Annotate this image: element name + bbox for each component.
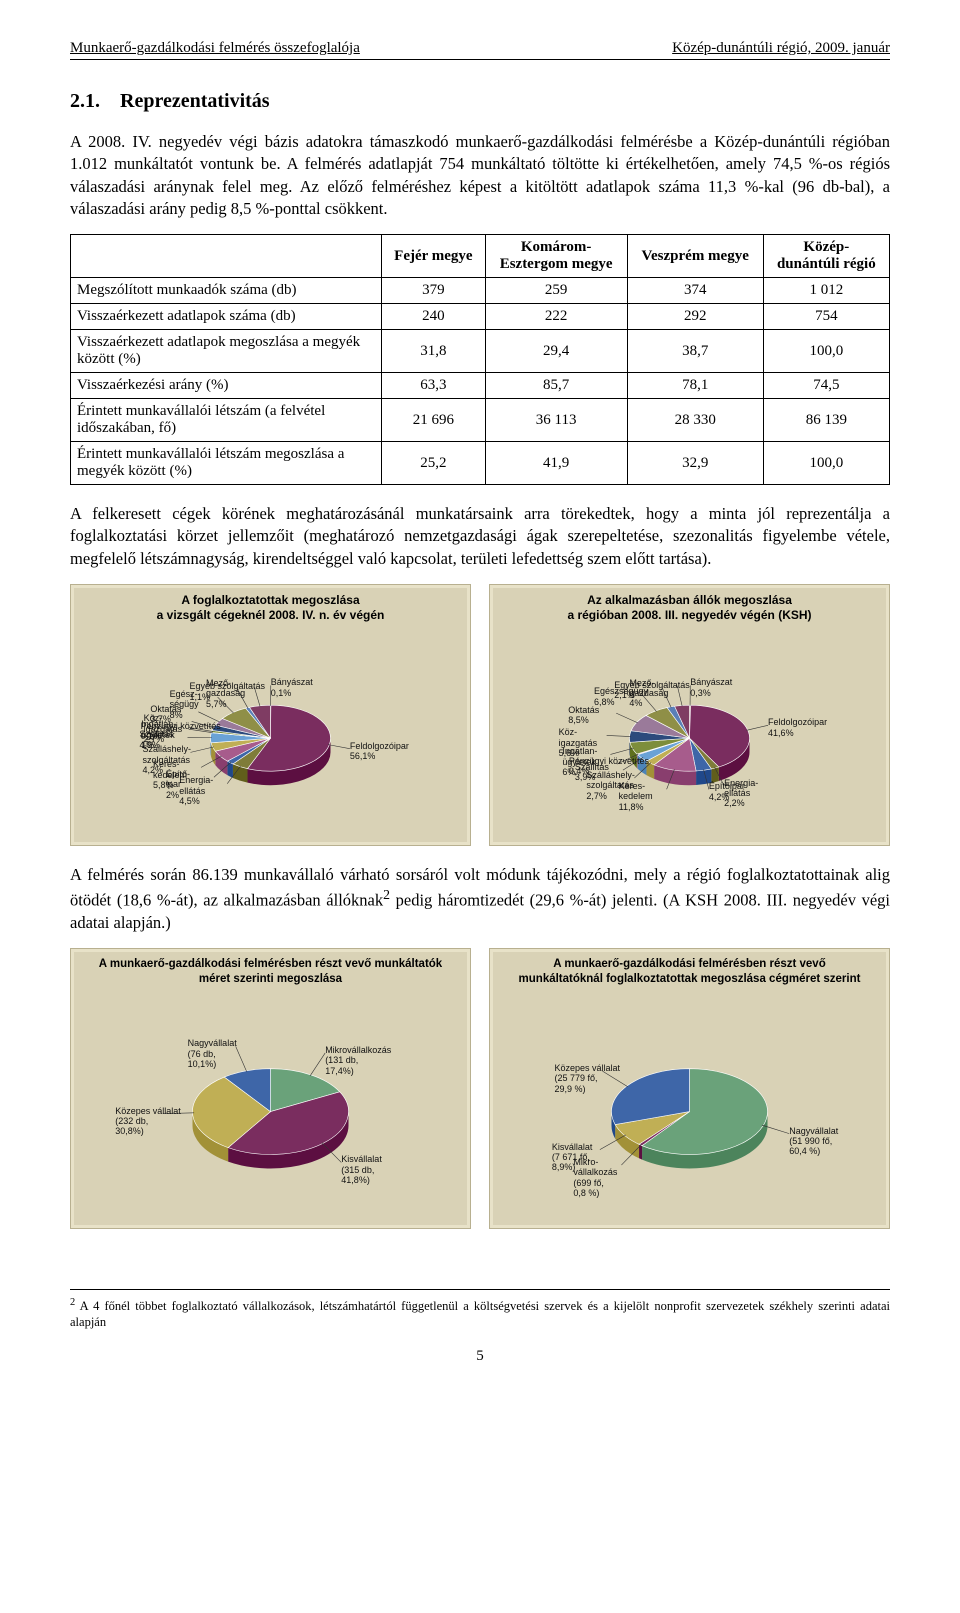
table-header: Komárom-Esztergom megye	[485, 235, 627, 278]
row-label: Visszaérkezett adatlapok megoszlása a me…	[71, 330, 382, 373]
cell-value: 63,3	[382, 373, 485, 399]
footnote-ref: 2	[383, 887, 390, 902]
paragraph-2: A felkeresett cégek körének meghatározás…	[70, 503, 890, 570]
cell-value: 29,4	[485, 330, 627, 373]
page: Munkaerő-gazdálkodási felmérés összefogl…	[0, 0, 960, 1425]
pie-label: Nagyvállalat(76 db,10,1%)	[188, 1038, 237, 1069]
top-chart-row: A foglalkoztatottak megoszlásaa vizsgált…	[70, 584, 890, 846]
cell-value: 74,5	[763, 373, 889, 399]
pie-label: Mikrovállalkozás(131 db,17,4%)	[325, 1045, 391, 1076]
footnote: 2 A 4 főnél többet foglalkoztató vállalk…	[70, 1289, 890, 1330]
cell-value: 754	[763, 304, 889, 330]
running-header: Munkaerő-gazdálkodási felmérés összefogl…	[70, 40, 890, 60]
pie-label: Mező-gazdaság5,7%	[206, 678, 245, 709]
cell-value: 78,1	[627, 373, 763, 399]
cell-value: 31,8	[382, 330, 485, 373]
header-right: Közép-dunántúli régió, 2009. január	[672, 40, 890, 57]
pie-label: Oktatás8,5%	[568, 705, 599, 726]
row-label: Érintett munkavállalói létszám megoszlás…	[71, 442, 382, 485]
cell-value: 32,9	[627, 442, 763, 485]
paragraph-1: A 2008. IV. negyedév végi bázis adatokra…	[70, 131, 890, 220]
cell-value: 240	[382, 304, 485, 330]
table-header: Fejér megye	[382, 235, 485, 278]
row-label: Megszólított munkaadók száma (db)	[71, 278, 382, 304]
header-left: Munkaerő-gazdálkodási felmérés összefogl…	[70, 40, 360, 57]
chart-title: A foglalkoztatottak megoszlásaa vizsgált…	[77, 593, 464, 623]
cell-value: 100,0	[763, 330, 889, 373]
table-row: Érintett munkavállalói létszám megoszlás…	[71, 442, 890, 485]
pie-label: Nagyvállalat(51 990 fő,60,4 %)	[789, 1126, 838, 1157]
pie-chart-svg	[496, 992, 883, 1222]
pie-label: Köz-igazgatás5,6%	[559, 727, 598, 758]
pie-label: Kisvállalat(7 671 fő,8,9%)	[552, 1142, 593, 1173]
table-header: Veszprém megye	[627, 235, 763, 278]
table-row: Megszólított munkaadók száma (db)3792593…	[71, 278, 890, 304]
chart-title: A munkaerő-gazdálkodási felmérésben rész…	[77, 957, 464, 986]
row-label: Érintett munkavállalói létszám (a felvét…	[71, 399, 382, 442]
cell-value: 100,0	[763, 442, 889, 485]
cell-value: 222	[485, 304, 627, 330]
page-number: 5	[70, 1348, 890, 1365]
table-header	[71, 235, 382, 278]
cell-value: 379	[382, 278, 485, 304]
pie-label: Feldolgozóipar41,6%	[768, 717, 827, 738]
pie-label: Feldolgozóipar56,1%	[350, 741, 409, 762]
cell-value: 36 113	[485, 399, 627, 442]
bottom-chart-row: A munkaerő-gazdálkodási felmérésben rész…	[70, 948, 890, 1229]
table-row: Visszaérkezési arány (%)63,385,778,174,5	[71, 373, 890, 399]
row-label: Visszaérkezett adatlapok száma (db)	[71, 304, 382, 330]
chart-employers-by-size: A munkaerő-gazdálkodási felmérésben rész…	[70, 948, 471, 1229]
pie-label: Bányászat0,1%	[271, 677, 313, 698]
chart-title: A munkaerő-gazdálkodási felmérésben rész…	[496, 957, 883, 986]
row-label: Visszaérkezési arány (%)	[71, 373, 382, 399]
section-number: 2.1.	[70, 90, 100, 112]
table-row: Visszaérkezett adatlapok megoszlása a me…	[71, 330, 890, 373]
cell-value: 28 330	[627, 399, 763, 442]
pie-label: Kisvállalat(315 db,41,8%)	[341, 1154, 382, 1185]
cell-value: 85,7	[485, 373, 627, 399]
cell-value: 374	[627, 278, 763, 304]
pie-label: Közepes vállalat(232 db,30,8%)	[115, 1106, 181, 1137]
cell-value: 86 139	[763, 399, 889, 442]
summary-table: Fejér megyeKomárom-Esztergom megyeVeszpr…	[70, 234, 890, 485]
table-row: Visszaérkezett adatlapok száma (db)24022…	[71, 304, 890, 330]
pie-label: Közepes vállalat(25 779 fő,29,9 %)	[555, 1063, 621, 1094]
cell-value: 259	[485, 278, 627, 304]
cell-value: 41,9	[485, 442, 627, 485]
chart-title: Az alkalmazásban állók megoszlásaa régió…	[496, 593, 883, 623]
section-heading: 2.1. Reprezentativitás	[70, 90, 890, 113]
section-title: Reprezentativitás	[120, 90, 270, 112]
cell-value: 25,2	[382, 442, 485, 485]
table-row: Érintett munkavállalói létszám (a felvét…	[71, 399, 890, 442]
cell-value: 1 012	[763, 278, 889, 304]
chart-employees-by-size: A munkaerő-gazdálkodási felmérésben rész…	[489, 948, 890, 1229]
cell-value: 21 696	[382, 399, 485, 442]
cell-value: 38,7	[627, 330, 763, 373]
pie-label: Építőipar4,2%	[709, 781, 745, 802]
cell-value: 292	[627, 304, 763, 330]
pie-chart-svg	[77, 629, 464, 839]
pie-label: Bányászat0,3%	[690, 677, 732, 698]
table-header: Közép-dunántúli régió	[763, 235, 889, 278]
paragraph-3: A felmérés során 86.139 munkavállaló vár…	[70, 864, 890, 934]
chart-employment-region: Az alkalmazásban állók megoszlásaa régió…	[489, 584, 890, 846]
chart-employment-sample: A foglalkoztatottak megoszlásaa vizsgált…	[70, 584, 471, 846]
pie-label: Mező-gazdaság4%	[629, 678, 668, 709]
footnote-text: A 4 főnél többet foglalkoztató vállalkoz…	[70, 1299, 890, 1329]
